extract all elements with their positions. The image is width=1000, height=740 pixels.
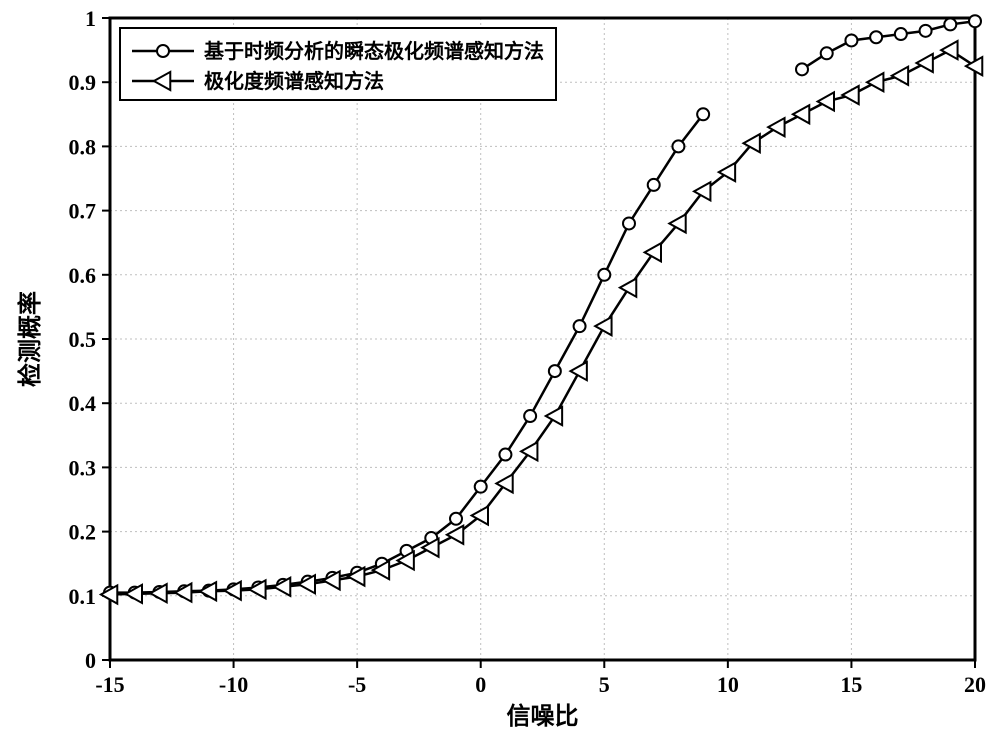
- svg-text:-5: -5: [348, 672, 366, 697]
- svg-text:20: 20: [964, 672, 986, 697]
- svg-text:基于时频分析的瞬态极化频谱感知方法: 基于时频分析的瞬态极化频谱感知方法: [204, 39, 544, 63]
- svg-text:-15: -15: [95, 672, 124, 697]
- svg-text:信噪比: 信噪比: [507, 702, 579, 730]
- svg-text:0.4: 0.4: [69, 391, 97, 416]
- chart-svg: -15 -10 -5 0 5 10 15 20 0 0.1 0.2 0.3 0.4 0.5 0.6 0.7 0.…: [0, 0, 1000, 740]
- svg-text:0: 0: [85, 648, 96, 673]
- svg-text:极化度频谱感知方法: 极化度频谱感知方法: [204, 69, 384, 93]
- chart-container: -15 -10 -5 0 5 10 15 20 0 0.1 0.2 0.3 0.4 0.5 0.6 0.7 0.…: [0, 0, 1000, 740]
- svg-text:-10: -10: [219, 672, 248, 697]
- svg-text:15: 15: [840, 672, 862, 697]
- svg-text:0.9: 0.9: [69, 70, 97, 95]
- svg-text:0: 0: [475, 672, 486, 697]
- svg-text:5: 5: [599, 672, 610, 697]
- svg-text:0.5: 0.5: [69, 327, 97, 352]
- svg-text:0.6: 0.6: [69, 263, 97, 288]
- svg-text:检测概率: 检测概率: [16, 291, 44, 387]
- svg-text:0.3: 0.3: [69, 455, 97, 480]
- svg-text:0.7: 0.7: [69, 199, 97, 224]
- svg-text:0.8: 0.8: [69, 134, 97, 159]
- svg-text:1: 1: [85, 6, 96, 31]
- svg-text:0.2: 0.2: [69, 520, 97, 545]
- svg-text:0.1: 0.1: [69, 584, 97, 609]
- svg-text:10: 10: [717, 672, 739, 697]
